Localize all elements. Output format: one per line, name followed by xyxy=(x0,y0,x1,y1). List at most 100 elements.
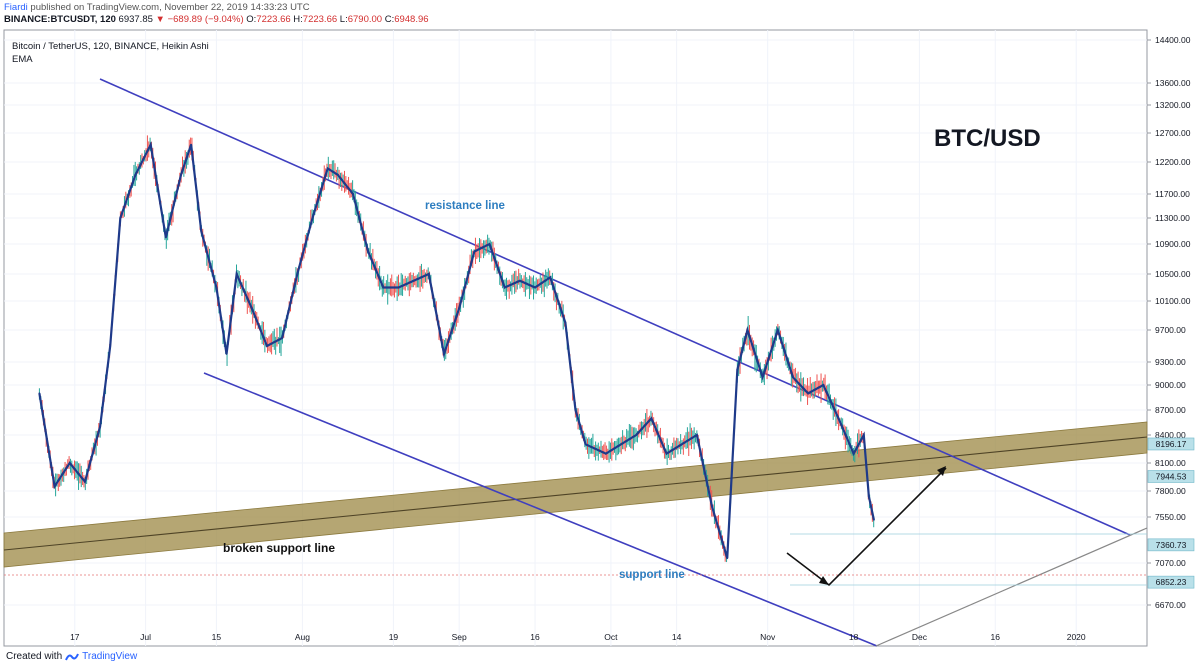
publish-info: Fiardi published on TradingView.com, Nov… xyxy=(4,2,429,14)
ema-point xyxy=(427,273,430,275)
channel-drawings xyxy=(3,78,1148,647)
x-tick-label: 16 xyxy=(991,632,1001,642)
x-tick-label: 19 xyxy=(389,632,399,642)
forecast-pivot-arrow-icon xyxy=(819,576,829,585)
ema-point xyxy=(225,353,228,355)
ema-point xyxy=(367,250,370,253)
ema-point xyxy=(807,392,810,395)
support-band-center-line[interactable] xyxy=(3,436,1148,551)
chart-canvas[interactable]: 14400.00 13600.00 13200.00 12700.00 12200.00… xyxy=(0,0,1200,650)
ema-point xyxy=(792,376,794,379)
y-tick-label: 10900.00 xyxy=(1155,239,1191,249)
x-tick-label: Dec xyxy=(912,632,928,642)
forecast-arrow-icon xyxy=(937,466,946,476)
ema-point xyxy=(680,443,683,446)
y-tick-label: 13200.00 xyxy=(1155,100,1191,110)
y-tick-label: 10100.00 xyxy=(1155,296,1191,306)
y-tick-label: 11700.00 xyxy=(1155,189,1190,199)
y-tick-label: 9000.00 xyxy=(1155,380,1186,390)
ema-point xyxy=(852,452,855,455)
price-label-box xyxy=(1147,575,1195,589)
price-labels: 8196.17 7944.53 7360.73 6852.23 xyxy=(1147,437,1195,589)
high-label: H: xyxy=(293,14,303,25)
ema-point xyxy=(326,167,329,170)
ema-point xyxy=(149,143,152,146)
plot-area xyxy=(3,29,1148,647)
ohlc-line: BINANCE:BTCUSDT, 120 6937.85 ▼ −689.89 (… xyxy=(4,14,429,26)
y-tick-label: 9300.00 xyxy=(1155,357,1186,367)
price-label-box xyxy=(1147,470,1195,483)
ema-point xyxy=(776,329,779,331)
y-tick-label: 10500.00 xyxy=(1155,269,1191,279)
ema-point xyxy=(736,368,739,371)
y-tick-label: 8700.00 xyxy=(1155,405,1186,415)
ema-point xyxy=(397,286,400,289)
chart-header: Fiardi published on TradingView.com, Nov… xyxy=(4,2,429,26)
ema-point xyxy=(564,321,567,324)
ema-point xyxy=(443,353,445,355)
x-tick-label: Oct xyxy=(604,632,618,642)
ema-point xyxy=(837,417,840,420)
x-tick-label: Nov xyxy=(760,632,776,642)
x-tick-label: 16 xyxy=(530,632,540,642)
published-text: published on TradingView.com, November 2… xyxy=(30,2,310,13)
legend-indicator: EMA xyxy=(12,54,33,65)
y-tick-label: 7550.00 xyxy=(1155,512,1186,522)
x-tick-label: 18 xyxy=(849,632,859,642)
ema-point xyxy=(574,409,577,411)
y-tick-label: 11300.00 xyxy=(1155,213,1190,223)
high-value: 7223.66 xyxy=(302,14,338,25)
open-value: 7223.66 xyxy=(256,14,291,25)
ema-point xyxy=(746,329,749,331)
ema-point xyxy=(862,434,865,436)
price-label-box xyxy=(1147,538,1195,552)
x-tick-label: Jul xyxy=(140,632,151,642)
ema-point xyxy=(250,307,253,310)
y-tick-label: 12700.00 xyxy=(1155,128,1191,138)
low-value: 6790.00 xyxy=(347,14,383,25)
price-label-text: 8196.17 xyxy=(1156,439,1187,449)
price-label-text: 7360.73 xyxy=(1156,540,1187,550)
low-label: L: xyxy=(339,14,348,25)
y-tick-label: 12200.00 xyxy=(1155,157,1191,167)
x-tick-label: 2020 xyxy=(1067,632,1086,642)
resistance-line[interactable] xyxy=(99,78,1131,536)
open-label: O: xyxy=(246,14,257,25)
ema-point xyxy=(473,250,476,253)
x-tick-label: Sep xyxy=(452,632,467,642)
ema-point xyxy=(604,452,607,455)
y-tick-label: 6670.00 xyxy=(1155,600,1186,610)
tradingview-logo-icon xyxy=(65,653,80,660)
author-link[interactable]: Fiardi xyxy=(4,2,28,13)
down-arrow-icon: ▼ xyxy=(155,14,165,25)
ema-point xyxy=(99,425,101,428)
ema-point xyxy=(635,434,638,436)
ema-point xyxy=(872,518,875,521)
y-tick-label: 14400.00 xyxy=(1155,35,1191,45)
last-price: 6937.85 xyxy=(118,14,153,25)
ema-point xyxy=(215,286,218,289)
ema-point xyxy=(761,376,764,379)
ema-point xyxy=(711,505,713,508)
created-with-label: Created with xyxy=(6,651,63,662)
ema-point xyxy=(620,443,622,446)
x-tick-label: 14 xyxy=(672,632,682,642)
tradingview-brand[interactable]: TradingView xyxy=(82,651,138,662)
ema-point xyxy=(352,193,354,195)
price-label-text: 6852.23 xyxy=(1156,577,1187,587)
projected-trend-line[interactable] xyxy=(875,527,1148,647)
ema-point xyxy=(412,279,415,282)
y-axis-ticks: 14400.00 13600.00 13200.00 12700.00 12200.00… xyxy=(1147,35,1191,610)
ema-point xyxy=(266,345,268,347)
support-line[interactable] xyxy=(203,372,878,647)
y-tick-label: 8100.00 xyxy=(1155,458,1186,468)
ema-point xyxy=(190,143,193,146)
x-tick-label: 15 xyxy=(212,632,222,642)
ema-point xyxy=(458,307,461,310)
ema-point xyxy=(180,173,182,176)
ema-point xyxy=(503,286,506,289)
close-value: 6948.96 xyxy=(394,14,429,25)
symbol-label: BINANCE:BTCUSDT, 120 xyxy=(4,14,116,25)
support-band[interactable] xyxy=(3,421,1148,568)
y-tick-label: 7070.00 xyxy=(1155,558,1186,568)
